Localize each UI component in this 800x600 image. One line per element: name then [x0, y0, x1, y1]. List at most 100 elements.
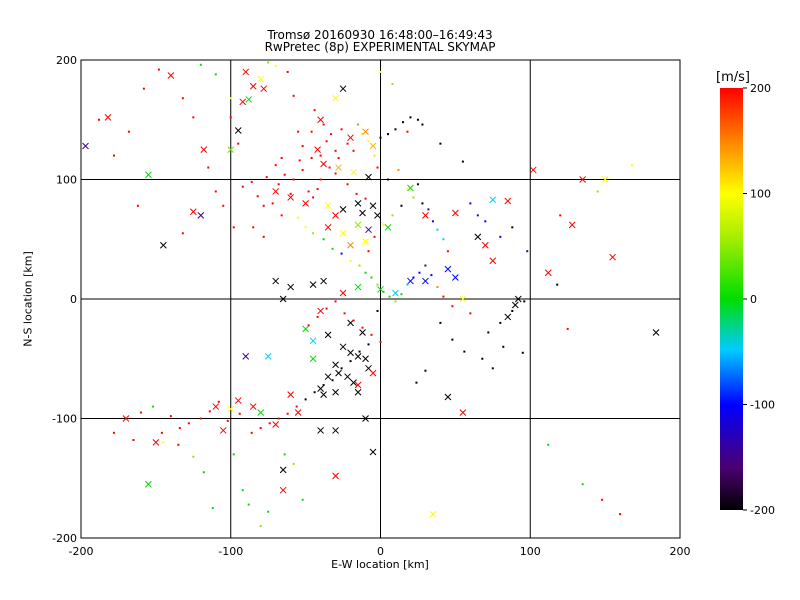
data-point: [302, 325, 309, 333]
data-point: [226, 419, 229, 422]
data-point: [82, 142, 89, 150]
data-point: [499, 321, 502, 324]
x-tick-label: -200: [69, 545, 94, 558]
data-point: [307, 190, 310, 193]
data-point: [317, 307, 324, 315]
data-point: [250, 180, 253, 183]
data-point: [259, 427, 262, 430]
data-point: [358, 350, 361, 353]
data-point: [324, 223, 332, 231]
data-point: [317, 427, 324, 434]
data-point: [386, 133, 389, 136]
data-point: [361, 133, 364, 136]
data-point: [406, 130, 409, 133]
data-point: [289, 192, 292, 195]
data-point: [339, 206, 347, 213]
data-point: [347, 134, 354, 142]
y-tick-label: 100: [56, 174, 77, 187]
colorbar-unit-label: [m/s]: [716, 70, 750, 85]
data-point: [298, 159, 301, 162]
data-point: [227, 405, 235, 413]
data-point: [334, 149, 337, 152]
data-point: [370, 333, 373, 336]
data-point: [334, 172, 337, 175]
plot-frame: [80, 59, 681, 539]
y-tick-label: 200: [56, 54, 77, 67]
data-point: [484, 220, 487, 223]
data-point: [596, 190, 599, 193]
data-point: [421, 202, 424, 205]
data-point: [489, 196, 497, 204]
colorbar-gradient: [720, 88, 743, 510]
data-point: [197, 211, 205, 219]
data-point: [526, 250, 529, 253]
data-point: [444, 265, 452, 273]
data-point: [523, 300, 526, 303]
data-point: [252, 226, 255, 229]
data-point: [322, 123, 325, 126]
data-point: [406, 283, 409, 286]
data-point: [200, 146, 208, 153]
data-point: [359, 209, 366, 217]
data-point: [430, 274, 433, 277]
data-point: [502, 345, 505, 348]
data-point: [422, 211, 429, 219]
data-point: [332, 388, 339, 396]
data-point: [286, 412, 289, 415]
data-point: [304, 398, 307, 401]
y-tick-label: -100: [52, 413, 77, 426]
data-point: [487, 331, 490, 334]
data-point: [382, 223, 385, 226]
data-point: [340, 128, 343, 131]
data-point: [322, 238, 325, 241]
data-point: [145, 171, 152, 179]
data-point: [422, 277, 429, 285]
data-point: [320, 391, 327, 398]
data-point: [239, 98, 247, 106]
data-point: [412, 276, 415, 279]
data-point: [167, 72, 175, 79]
data-point: [349, 259, 352, 262]
data-point: [139, 411, 142, 414]
data-point: [262, 235, 265, 238]
data-point: [619, 513, 622, 516]
data-point: [388, 295, 391, 298]
data-point: [609, 253, 616, 261]
data-point: [339, 85, 347, 93]
data-point: [127, 130, 130, 133]
data-point: [566, 327, 569, 330]
data-point: [364, 271, 367, 274]
data-point: [302, 200, 309, 207]
data-point: [544, 269, 552, 277]
data-point: [189, 208, 197, 216]
data-point: [354, 200, 362, 207]
data-point: [379, 136, 382, 139]
data-point: [310, 156, 313, 159]
data-point: [295, 405, 298, 408]
data-point: [274, 164, 277, 167]
data-point: [335, 369, 342, 377]
data-point: [292, 178, 295, 181]
data-point: [249, 403, 257, 410]
data-point: [394, 128, 397, 131]
data-point: [332, 427, 339, 434]
data-point: [469, 202, 472, 205]
data-point: [292, 94, 295, 97]
y-tick-label: -200: [52, 532, 77, 545]
data-point: [301, 498, 304, 501]
data-point: [365, 226, 372, 234]
data-point: [309, 355, 317, 363]
data-point: [162, 441, 165, 444]
data-point: [476, 214, 479, 217]
data-point: [332, 361, 339, 369]
data-point: [442, 238, 445, 241]
data-point: [304, 226, 307, 229]
data-point: [436, 286, 439, 289]
data-point: [142, 87, 145, 90]
data-point: [499, 235, 502, 238]
data-point: [265, 176, 268, 179]
data-point: [219, 427, 227, 434]
data-point: [312, 232, 315, 235]
data-point: [424, 369, 427, 372]
y-axis-ticks: -200 -100 0 100 200: [52, 54, 77, 545]
